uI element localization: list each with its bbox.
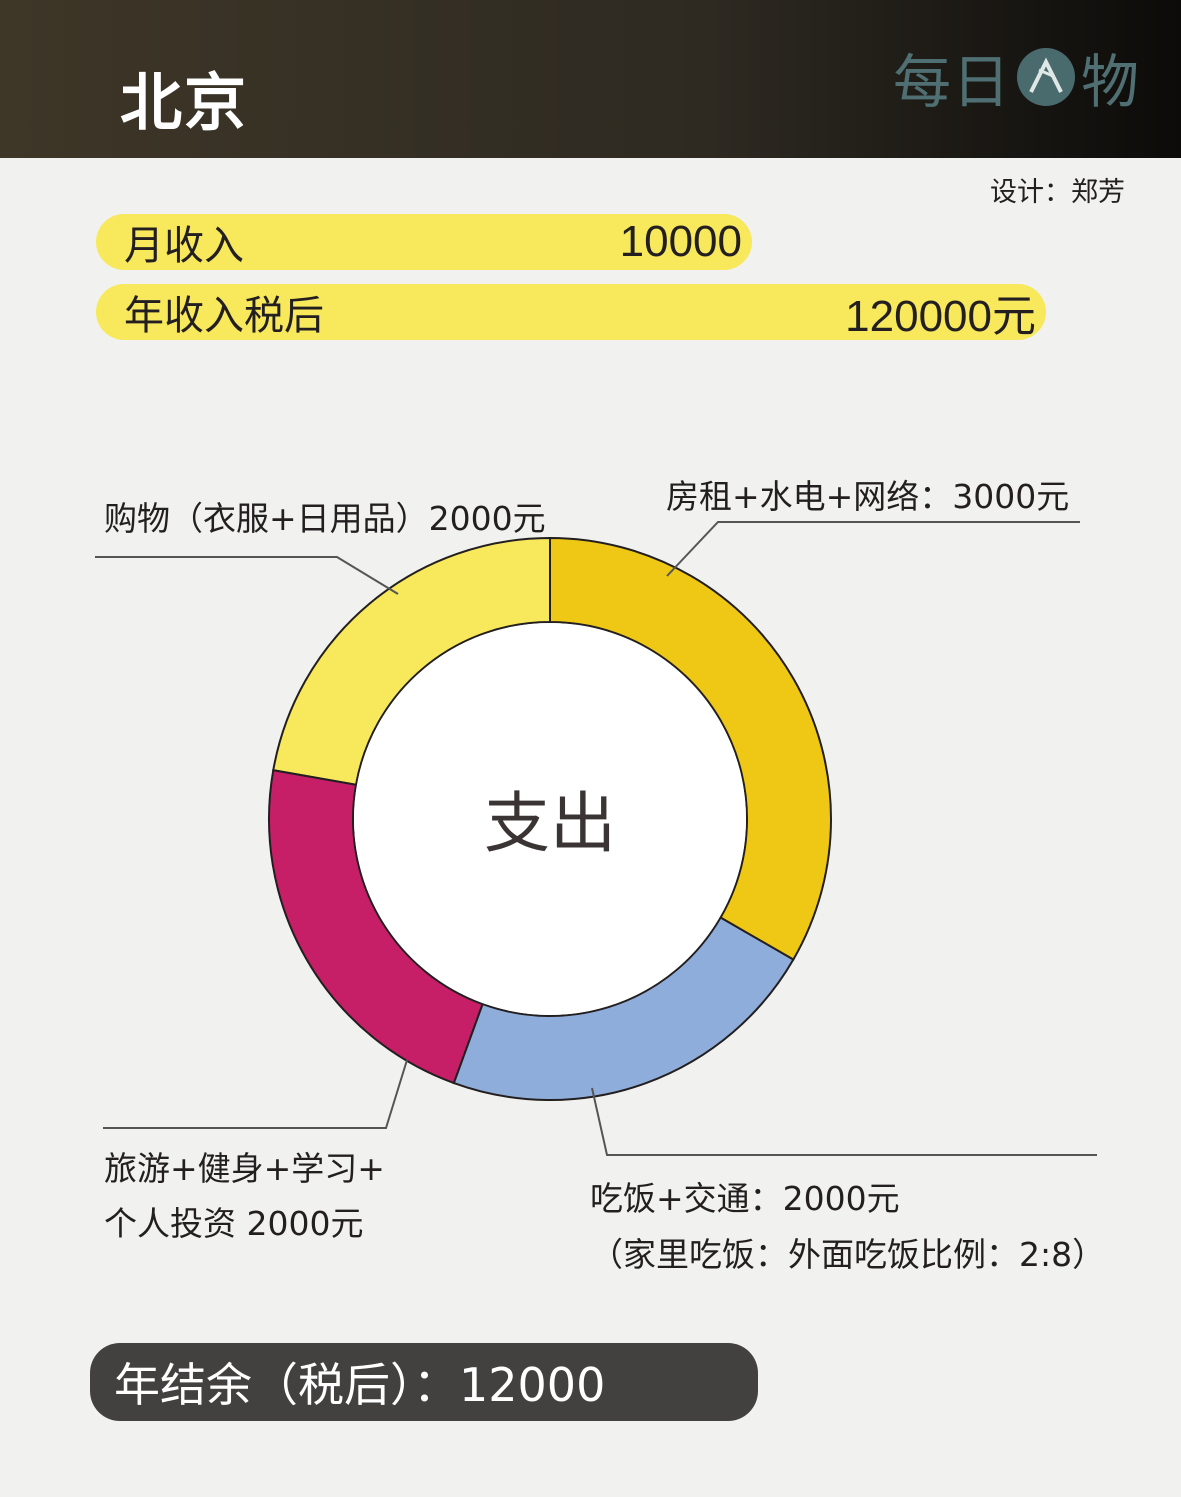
logo-text-left: 每日 — [893, 48, 1012, 116]
leader-line-shopping — [95, 556, 399, 595]
slice-shopping — [272, 536, 551, 786]
label-food-line1: 吃饭+交通：2000元 — [590, 1179, 900, 1218]
designer-credit: 设计：郑芳 — [990, 177, 1125, 208]
donut-hole — [354, 623, 746, 1015]
monthly-income-value: 10000 — [619, 217, 742, 266]
annual-balance-bar: 年结余（税后）：12000 — [90, 1343, 758, 1421]
slice-travel-fitness — [268, 769, 484, 1085]
label-rent: 房租+水电+网络：3000元 — [666, 477, 1070, 516]
label-travel-line2: 个人投资 2000元 — [104, 1204, 364, 1243]
leader-line-travel — [103, 1059, 408, 1129]
city-title: 北京 — [120, 66, 249, 139]
header-bar: 北京 每日 物 — [0, 0, 1181, 158]
label-travel-line1: 旅游+健身+学习+ — [104, 1149, 385, 1188]
slice-food-transport — [452, 916, 795, 1101]
annual-income-label: 年收入税后 — [124, 293, 324, 339]
annual-balance-text: 年结余（税后）：12000 — [114, 1358, 606, 1412]
monthly-income-label: 月收入 — [124, 223, 244, 269]
label-food-line2: （家里吃饭：外面吃饭比例：2:8） — [590, 1235, 1106, 1274]
label-shopping: 购物（衣服+日用品）2000元 — [104, 499, 546, 538]
logo-text-right: 物 — [1081, 48, 1141, 116]
monthly-income-bar: 月收入 10000 — [96, 214, 752, 270]
chart-center-title: 支出 — [484, 785, 616, 862]
leader-line-food — [591, 1087, 1097, 1156]
annual-income-value: 120000元 — [845, 292, 1036, 341]
annual-income-bar: 年收入税后 120000元 — [96, 284, 1046, 341]
brand-logo: 每日 物 — [893, 42, 1140, 116]
logo-person-icon — [1017, 48, 1076, 106]
slice-rent — [549, 536, 832, 961]
leader-line-rent — [666, 521, 1080, 577]
